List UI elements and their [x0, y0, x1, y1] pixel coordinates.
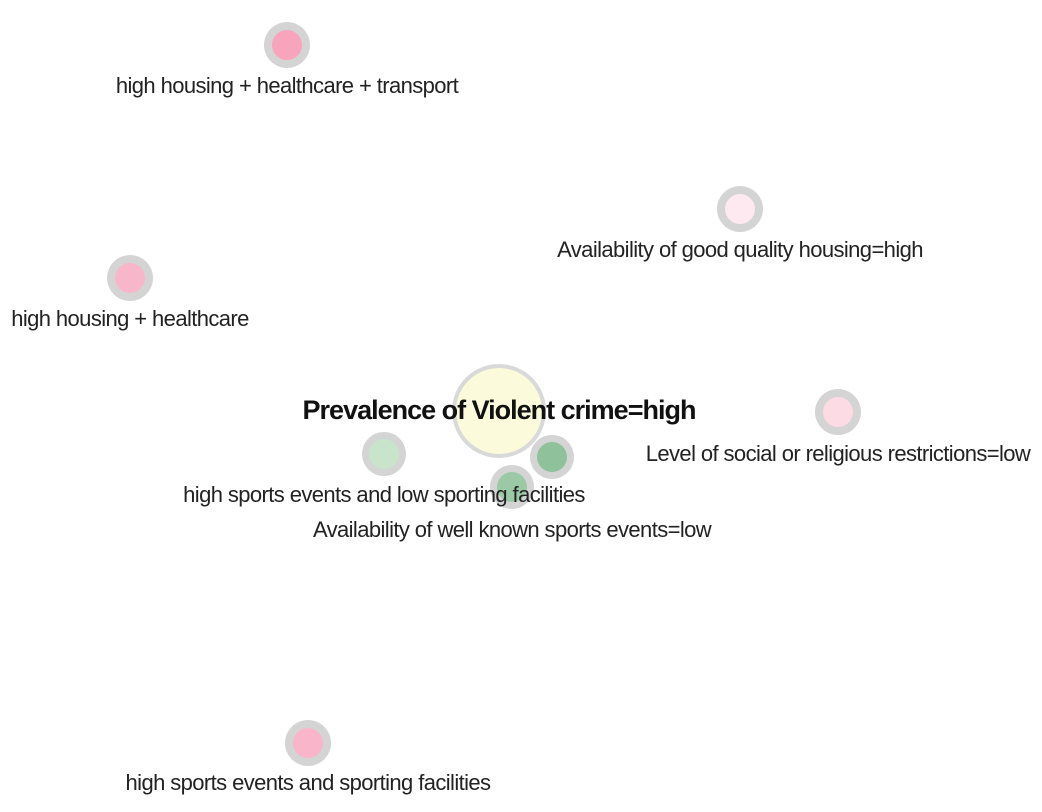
node-sports-events-low[interactable]	[490, 465, 534, 509]
node-core	[115, 263, 145, 293]
node-housing-quality-high[interactable]	[717, 186, 763, 232]
label-sports-events-low: Availability of well known sports events…	[313, 517, 712, 542]
label-social-restrictions-low: Level of social or religious restriction…	[646, 441, 1031, 466]
node-sports-facilities[interactable]	[285, 720, 331, 766]
label-sports-facilities: high sports events and sporting faciliti…	[126, 770, 492, 795]
node-core	[456, 368, 542, 454]
node-housing-healthcare[interactable]	[107, 255, 153, 301]
label-housing-healthcare: high housing + healthcare	[11, 306, 249, 331]
node-core	[272, 30, 302, 60]
node-core	[497, 472, 527, 502]
label-housing-healthcare-transport: high housing + healthcare + transport	[116, 73, 459, 98]
node-core	[537, 442, 567, 472]
node-core	[725, 194, 755, 224]
node-core	[823, 397, 853, 427]
node-violent-crime-high[interactable]	[452, 364, 546, 458]
label-housing-quality-high: Availability of good quality housing=hig…	[557, 237, 923, 262]
node-sports-low-facilities[interactable]	[362, 432, 406, 476]
node-core	[369, 439, 399, 469]
node-social-restrictions-low[interactable]	[815, 389, 861, 435]
node-housing-healthcare-transport[interactable]	[264, 22, 310, 68]
label-sports-low-facilities: high sports events and low sporting faci…	[183, 482, 585, 507]
label-violent-crime-high: Prevalence of Violent crime=high	[303, 395, 696, 425]
node-sports-small[interactable]	[530, 435, 574, 479]
node-core	[293, 728, 323, 758]
